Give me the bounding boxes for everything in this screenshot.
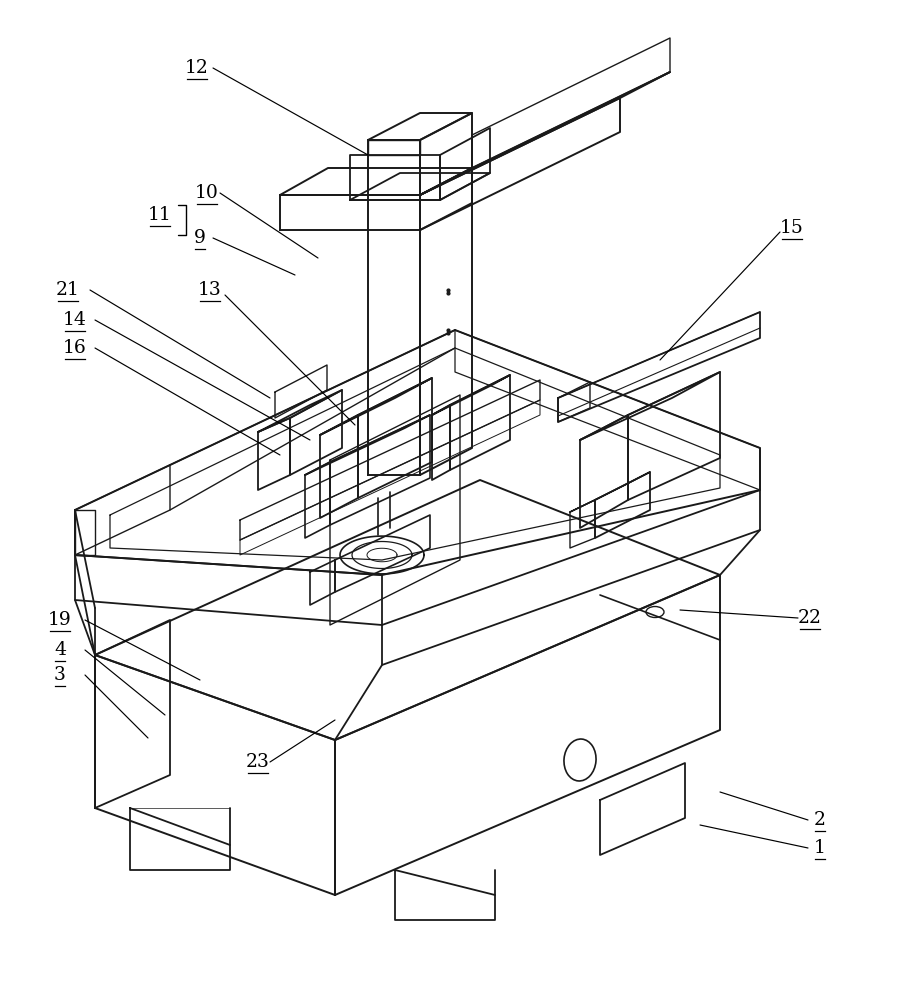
Text: 23: 23 [246,753,270,771]
Text: 3: 3 [54,666,66,684]
Text: 21: 21 [56,281,80,299]
Text: 12: 12 [185,59,209,77]
Text: 14: 14 [63,311,87,329]
Text: 10: 10 [195,184,219,202]
Text: 2: 2 [814,811,826,829]
Text: 19: 19 [48,611,72,629]
Text: 13: 13 [198,281,222,299]
Text: 9: 9 [194,229,206,247]
Text: 4: 4 [54,641,66,659]
Text: 16: 16 [63,339,87,357]
Text: 22: 22 [798,609,822,627]
Text: 11: 11 [148,206,171,224]
Text: 15: 15 [780,219,804,237]
Text: 1: 1 [814,839,826,857]
